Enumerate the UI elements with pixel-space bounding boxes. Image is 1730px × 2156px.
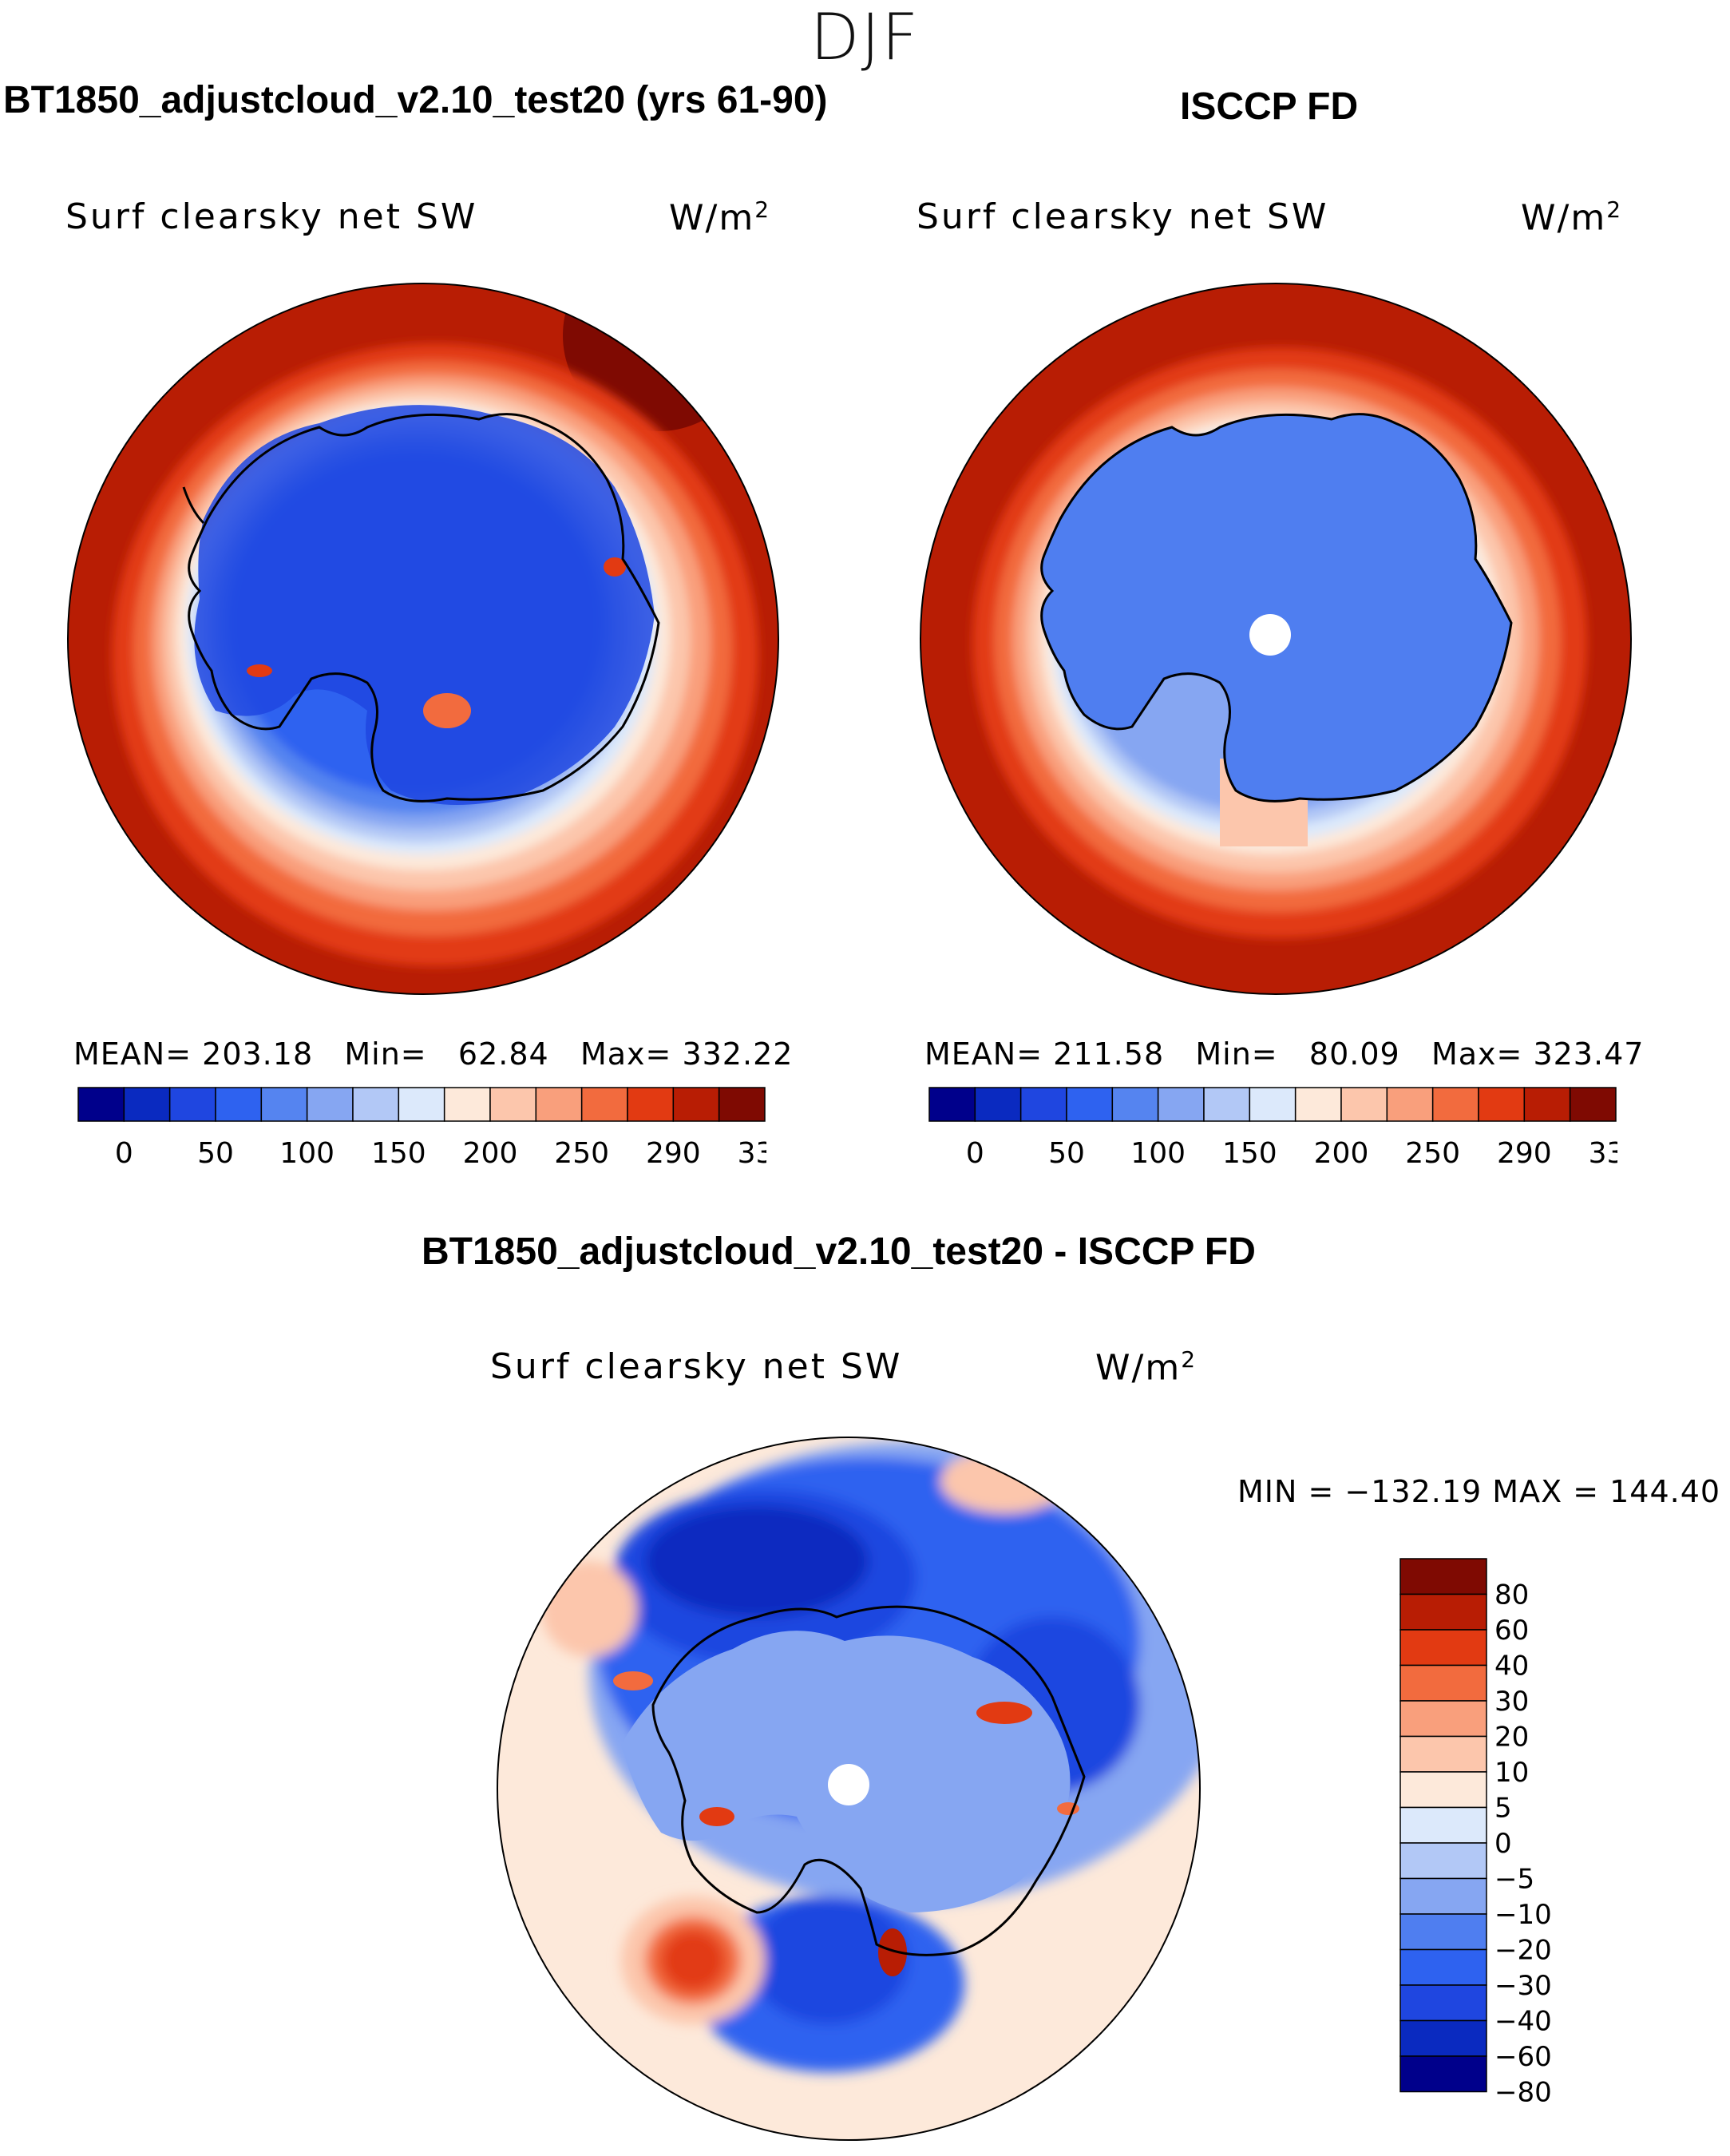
left-colorbar-swatch bbox=[627, 1087, 675, 1122]
right-variable-label: Surf clearsky net SW bbox=[916, 196, 1329, 237]
left-colorbar-swatch bbox=[168, 1087, 216, 1122]
right-colorbar-swatch bbox=[1523, 1087, 1571, 1122]
left-colorbar-swatch bbox=[489, 1087, 537, 1122]
right-colorbar-tick-label: 200 bbox=[1314, 1137, 1369, 1170]
right-colorbar-swatch bbox=[1569, 1087, 1617, 1122]
left-colorbar-swatch bbox=[580, 1087, 628, 1122]
left-colorbar-swatch bbox=[672, 1087, 720, 1122]
right-colorbar-tick-label: 100 bbox=[1130, 1137, 1186, 1170]
right-stats: MEAN= 211.58 Min= 80.09 Max= 323.47 bbox=[924, 1036, 1645, 1072]
diff-colorbar-tick-label: 30 bbox=[1494, 1686, 1529, 1718]
diff-colorbar-swatch bbox=[1399, 1664, 1487, 1702]
left-unit-label: W/m2 bbox=[669, 196, 771, 239]
right-colorbar-tick-label: 330 bbox=[1589, 1137, 1617, 1170]
right-colorbar-swatch bbox=[1431, 1087, 1479, 1122]
left-colorbar: 0 50 100 150 200 250 290 330 bbox=[77, 1087, 766, 1170]
left-colorbar-swatch bbox=[77, 1087, 125, 1122]
diff-colorbar-swatch bbox=[1399, 1948, 1487, 1986]
diff-colorbar-tick-label: −5 bbox=[1494, 1864, 1534, 1896]
left-colorbar-swatch bbox=[306, 1087, 354, 1122]
diff-colorbar-swatch bbox=[1399, 1877, 1487, 1915]
left-colorbar-tick-label: 50 bbox=[197, 1137, 234, 1170]
left-variable-label: Surf clearsky net SW bbox=[65, 196, 478, 237]
right-colorbar-swatch bbox=[1386, 1087, 1434, 1122]
left-colorbar-swatch bbox=[443, 1087, 491, 1122]
diff-colorbar-swatch bbox=[1399, 1913, 1487, 1951]
right-colorbar: 0 50 100 150 200 250 290 330 bbox=[928, 1087, 1617, 1170]
diff-colorbar-swatch bbox=[1399, 1842, 1487, 1880]
diff-colorbar-swatch bbox=[1399, 2055, 1487, 2093]
right-colorbar-swatch bbox=[1019, 1087, 1067, 1122]
diff-colorbar-tick-label: −30 bbox=[1494, 1970, 1552, 2002]
right-colorbar-swatch bbox=[974, 1087, 1022, 1122]
left-colorbar-tick-label: 250 bbox=[554, 1137, 609, 1170]
left-colorbar-tick-label: 290 bbox=[646, 1137, 701, 1170]
diff-variable-label: Surf clearsky net SW bbox=[490, 1346, 903, 1387]
diff-colorbar-tick-label: −40 bbox=[1494, 2006, 1552, 2038]
right-unit-label: W/m2 bbox=[1521, 196, 1623, 239]
left-colorbar-tick-label: 150 bbox=[371, 1137, 426, 1170]
right-colorbar-swatch bbox=[1478, 1087, 1526, 1122]
right-colorbar-swatch bbox=[1340, 1087, 1388, 1122]
diff-colorbar-swatch bbox=[1399, 1771, 1487, 1809]
diff-colorbar-tick-label: −20 bbox=[1494, 1935, 1552, 1967]
left-stats: MEAN= 203.18 Min= 62.84 Max= 332.22 bbox=[73, 1036, 794, 1072]
diff-colorbar-tick-label: −80 bbox=[1494, 2077, 1552, 2109]
left-colorbar-tick-label: 100 bbox=[279, 1137, 335, 1170]
left-colorbar-swatch bbox=[535, 1087, 583, 1122]
diff-colorbar-swatch bbox=[1399, 1700, 1487, 1738]
right-colorbar-swatch bbox=[1294, 1087, 1342, 1122]
diff-colorbar-swatch bbox=[1399, 1984, 1487, 2022]
diff-colorbar-swatch bbox=[1399, 1558, 1487, 1595]
right-colorbar-tick-label: 150 bbox=[1222, 1137, 1277, 1170]
diff-colorbar-tick-label: 60 bbox=[1494, 1615, 1529, 1647]
right-colorbar-swatch bbox=[1111, 1087, 1159, 1122]
difference-polar-map bbox=[497, 1437, 1201, 2141]
diff-colorbar-tick-label: 80 bbox=[1494, 1579, 1529, 1611]
right-colorbar-tick-label: 290 bbox=[1497, 1137, 1552, 1170]
diff-colorbar-tick-label: 10 bbox=[1494, 1757, 1529, 1789]
left-colorbar-swatch bbox=[260, 1087, 308, 1122]
left-colorbar-tick-label: 330 bbox=[738, 1137, 766, 1170]
right-colorbar-swatch bbox=[928, 1087, 976, 1122]
left-colorbar-swatch bbox=[398, 1087, 445, 1122]
left-polar-map bbox=[67, 283, 779, 995]
left-colorbar-swatch bbox=[123, 1087, 171, 1122]
right-colorbar-swatch bbox=[1249, 1087, 1297, 1122]
right-colorbar-tick-label: 0 bbox=[966, 1137, 984, 1170]
diff-colorbar-swatch bbox=[1399, 1806, 1487, 1844]
diff-colorbar-swatch bbox=[1399, 1629, 1487, 1667]
diff-unit-label: W/m2 bbox=[1095, 1346, 1198, 1389]
right-colorbar-swatch bbox=[1066, 1087, 1114, 1122]
left-colorbar-swatch bbox=[215, 1087, 263, 1122]
difference-panel-title: BT1850_adjustcloud_v2.10_test20 - ISCCP … bbox=[422, 1231, 1256, 1273]
left-colorbar-tick-label: 0 bbox=[115, 1137, 133, 1170]
diff-colorbar-swatch bbox=[1399, 1735, 1487, 1773]
diff-colorbar-tick-label: 40 bbox=[1494, 1651, 1529, 1682]
diff-colorbar-tick-label: 20 bbox=[1494, 1722, 1529, 1754]
left-colorbar-swatch bbox=[718, 1087, 766, 1122]
left-colorbar-swatch bbox=[352, 1087, 400, 1122]
right-colorbar-tick-label: 250 bbox=[1405, 1137, 1460, 1170]
diff-colorbar-tick-label: 5 bbox=[1494, 1793, 1512, 1825]
diff-colorbar-swatch bbox=[1399, 1593, 1487, 1631]
diff-colorbar-swatch bbox=[1399, 2019, 1487, 2057]
left-panel-title: BT1850_adjustcloud_v2.10_test20 (yrs 61-… bbox=[3, 79, 828, 121]
diff-colorbar-tick-label: −60 bbox=[1494, 2041, 1552, 2073]
right-polar-map bbox=[920, 283, 1632, 995]
diff-colorbar-tick-label: 0 bbox=[1494, 1828, 1512, 1860]
right-colorbar-swatch bbox=[1203, 1087, 1251, 1122]
right-colorbar-tick-label: 50 bbox=[1048, 1137, 1085, 1170]
season-title: DJF bbox=[810, 0, 920, 74]
left-colorbar-tick-label: 200 bbox=[463, 1137, 518, 1170]
diff-colorbar-tick-label: −10 bbox=[1494, 1899, 1552, 1931]
diff-minmax: MIN = −132.19 MAX = 144.40 bbox=[1237, 1474, 1721, 1509]
right-panel-title: ISCCP FD bbox=[1180, 85, 1359, 128]
right-colorbar-swatch bbox=[1157, 1087, 1205, 1122]
